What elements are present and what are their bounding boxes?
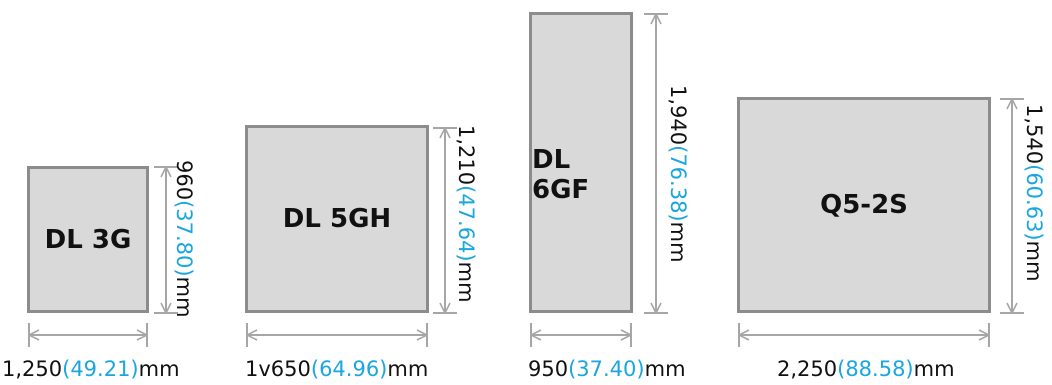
height-label-dl6gf: 1,940(76.38)mm xyxy=(666,85,690,263)
height-label-dl5gh: 1,210(47.64)mm xyxy=(454,125,478,303)
product-name: DL 3G xyxy=(44,224,132,255)
product-box-q52s: Q5-2S xyxy=(737,97,991,313)
width-label-dl3g: 1,250(49.21)mm xyxy=(2,357,180,381)
width-label-dl6gf: 950(37.40)mm xyxy=(528,357,686,381)
height-label-dl3g: 960(37.80)mm xyxy=(172,160,196,318)
product-box-dl5gh: DL 5GH xyxy=(245,125,429,313)
product-name: Q5-2S xyxy=(820,190,908,220)
height-label-q52s: 1,540(60.63)mm xyxy=(1022,104,1046,282)
width-label-dl5gh: 1v650(64.96)mm xyxy=(245,357,429,381)
product-box-dl6gf: DL 6GF xyxy=(529,12,633,313)
product-name: DL 6GF xyxy=(532,145,590,205)
width-label-q52s: 2,250(88.58)mm xyxy=(777,357,955,381)
product-name: DL 5GH xyxy=(282,204,392,234)
product-box-dl3g: DL 3G xyxy=(27,166,149,313)
